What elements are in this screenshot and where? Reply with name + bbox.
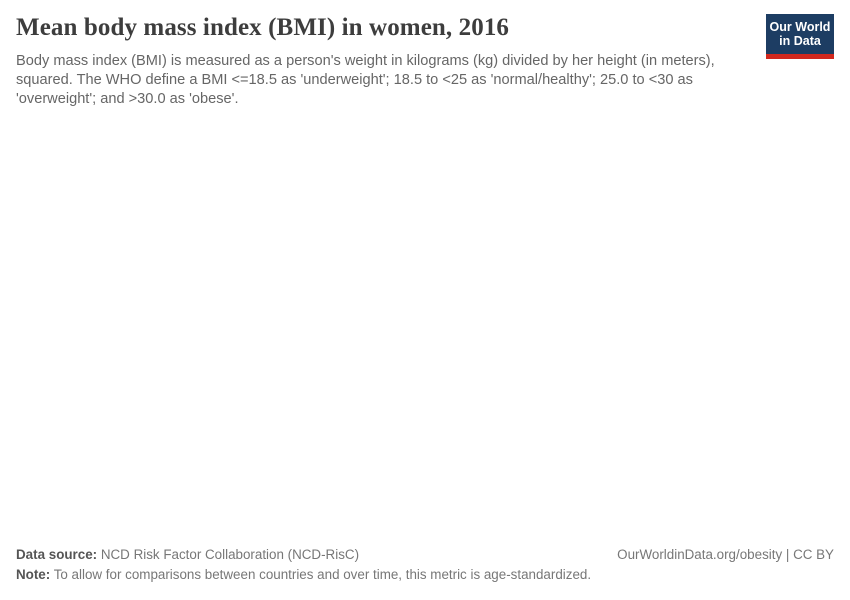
data-source-line: Data source: NCD Risk Factor Collaborati… (16, 545, 359, 565)
data-source-label: Data source: (16, 546, 98, 562)
data-source-value: NCD Risk Factor Collaboration (NCD-RisC) (97, 546, 360, 562)
footer-sources-row: Data source: NCD Risk Factor Collaborati… (16, 545, 834, 565)
chart-title: Mean body mass index (BMI) in women, 201… (16, 14, 510, 41)
owid-logo[interactable]: Our World in Data (766, 14, 834, 59)
note-label: Note: (16, 566, 51, 582)
chart-header: Mean body mass index (BMI) in women, 201… (0, 0, 850, 110)
owid-logo-line1: Our World (769, 20, 831, 34)
note-value: To allow for comparisons between countri… (50, 566, 592, 582)
note-line: Note: To allow for comparisons between c… (16, 565, 834, 585)
chart-subtitle: Body mass index (BMI) is measured as a p… (16, 52, 715, 108)
chart-footer: Data source: NCD Risk Factor Collaborati… (0, 545, 850, 600)
owid-logo-line2: in Data (779, 34, 821, 49)
license-link[interactable]: OurWorldinData.org/obesity | CC BY (617, 546, 834, 562)
chart-header-text: Mean body mass index (BMI) in women, 201… (16, 14, 728, 110)
chart-area (0, 109, 850, 545)
